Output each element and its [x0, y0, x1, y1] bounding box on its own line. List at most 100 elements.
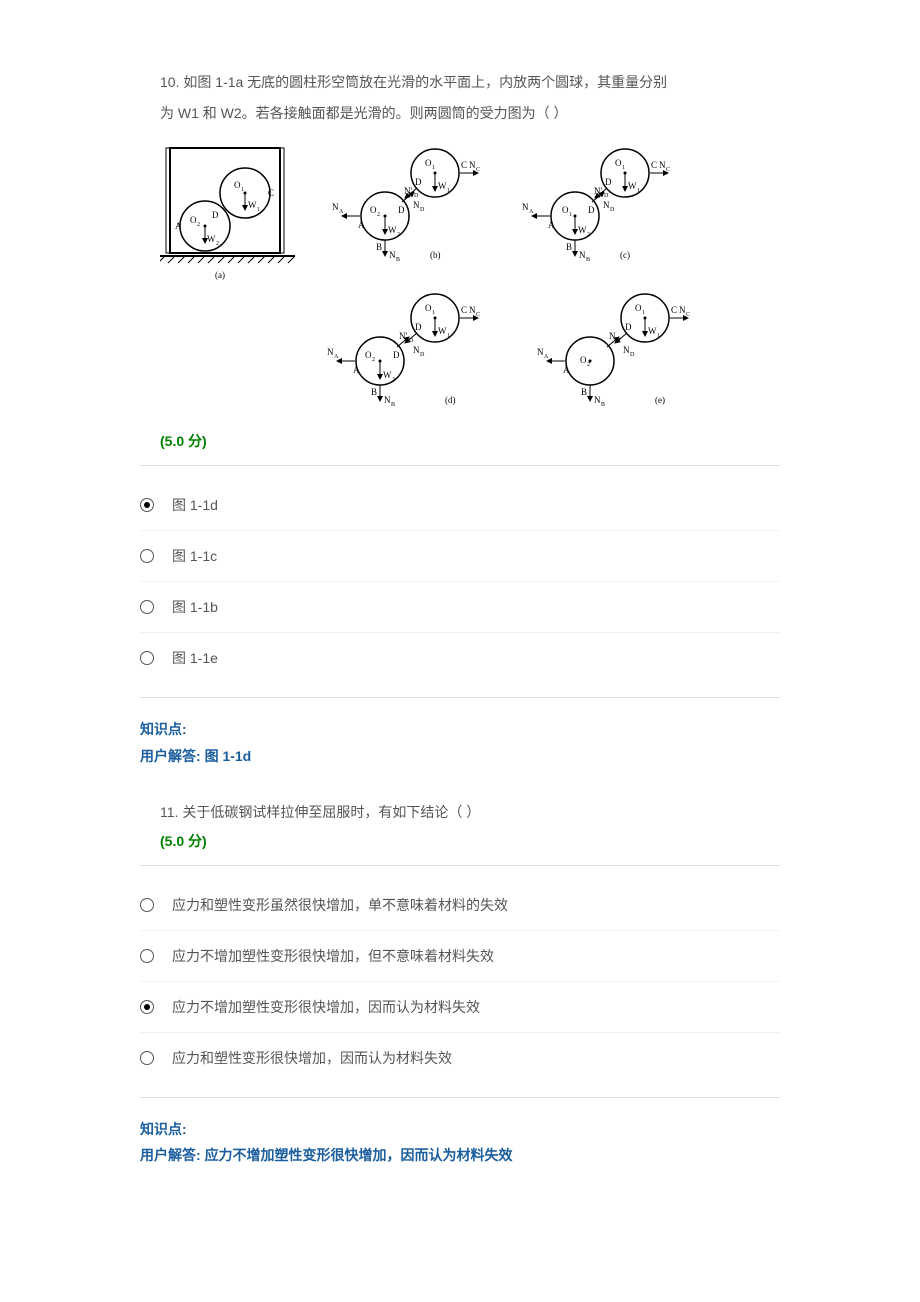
- subfig-d: O1 C NC D W1 ND NA A O2 D N'D W2 B: [327, 294, 480, 408]
- svg-text:O: O: [615, 158, 622, 168]
- svg-text:C: C: [268, 188, 274, 198]
- svg-text:B: B: [601, 402, 605, 408]
- option-label: 应力和塑性变形很快增加，因而认为材料失效: [172, 1048, 452, 1068]
- q11-option-4[interactable]: 应力和塑性变形很快增加，因而认为材料失效: [140, 1033, 780, 1083]
- svg-text:1: 1: [622, 165, 625, 171]
- svg-text:N: N: [659, 160, 666, 170]
- option-label: 应力不增加塑性变形很快增加，但不意味着材料失效: [172, 946, 494, 966]
- svg-text:A: A: [563, 365, 570, 375]
- svg-text:D: D: [415, 322, 422, 332]
- svg-text:N: N: [332, 202, 339, 212]
- svg-text:O: O: [370, 205, 377, 215]
- svg-text:1: 1: [642, 310, 645, 316]
- svg-text:N: N: [384, 395, 391, 405]
- svg-text:2: 2: [377, 212, 380, 218]
- svg-text:A: A: [358, 220, 365, 230]
- radio-icon[interactable]: [140, 898, 154, 912]
- svg-text:W: W: [383, 370, 392, 380]
- svg-text:D: D: [398, 205, 405, 215]
- radio-icon[interactable]: [140, 498, 154, 512]
- q11-option-1[interactable]: 应力和塑性变形虽然很快增加，单不意味着材料的失效: [140, 880, 780, 931]
- svg-text:(e): (e): [655, 395, 665, 405]
- q10-score: (5.0 分): [140, 431, 780, 451]
- q11-text: 11. 关于低碳钢试样拉伸至屈服时，有如下结论（ ）: [140, 800, 780, 825]
- q10-answer-block: 知识点: 用户解答: 图 1-1d: [140, 716, 780, 769]
- svg-text:C: C: [461, 160, 467, 170]
- svg-text:O: O: [562, 205, 569, 215]
- svg-text:B: B: [566, 242, 572, 252]
- svg-text:D: D: [415, 177, 422, 187]
- divider: [140, 865, 780, 866]
- q10-option-2[interactable]: 图 1-1c: [140, 531, 780, 582]
- svg-text:C: C: [671, 305, 677, 315]
- option-label: 应力和塑性变形虽然很快增加，单不意味着材料的失效: [172, 895, 508, 915]
- svg-text:B: B: [581, 387, 587, 397]
- svg-text:W: W: [207, 234, 216, 244]
- radio-icon[interactable]: [140, 549, 154, 563]
- svg-text:N: N: [413, 200, 420, 210]
- svg-text:D: D: [604, 193, 609, 199]
- subfig-b: O1 C NC D W1 ND NA A O2 D N'D W2: [332, 149, 480, 263]
- svg-text:C: C: [666, 167, 670, 173]
- q10-option-4[interactable]: 图 1-1e: [140, 633, 780, 683]
- q10-number: 10.: [160, 74, 179, 90]
- q10-option-3[interactable]: 图 1-1b: [140, 582, 780, 633]
- svg-text:A: A: [175, 221, 182, 231]
- option-label: 应力不增加塑性变形很快增加，因而认为材料失效: [172, 997, 480, 1017]
- subfig-a: O1 C W1 A O2 D W2 (a): [160, 148, 295, 280]
- svg-text:D: D: [630, 352, 635, 358]
- svg-text:W: W: [578, 225, 587, 235]
- svg-text:2: 2: [216, 241, 219, 247]
- svg-text:O: O: [365, 350, 372, 360]
- radio-icon[interactable]: [140, 949, 154, 963]
- radio-icon[interactable]: [140, 600, 154, 614]
- svg-text:D: D: [625, 322, 632, 332]
- option-label: 图 1-1e: [172, 648, 218, 668]
- user-answer-value: 应力不增加塑性变形很快增加，因而认为材料失效: [205, 1147, 513, 1163]
- q11-number: 11.: [160, 804, 178, 820]
- svg-text:1: 1: [569, 212, 572, 218]
- svg-text:D: D: [605, 177, 612, 187]
- svg-text:2: 2: [197, 222, 200, 228]
- option-label: 图 1-1d: [172, 495, 218, 515]
- svg-text:B: B: [396, 257, 400, 263]
- svg-text:B: B: [586, 257, 590, 263]
- svg-text:O: O: [580, 355, 587, 365]
- svg-text:N: N: [522, 202, 529, 212]
- svg-text:D: D: [420, 352, 425, 358]
- radio-icon[interactable]: [140, 1000, 154, 1014]
- subfig-e: O1 C NC D W1 ND NA A O2 ND' B NB (e): [537, 294, 690, 408]
- svg-text:1: 1: [447, 188, 450, 194]
- svg-text:2: 2: [397, 232, 400, 238]
- svg-text:N: N: [469, 305, 476, 315]
- svg-text:N: N: [679, 305, 686, 315]
- q10-option-1[interactable]: 图 1-1d: [140, 480, 780, 531]
- radio-icon[interactable]: [140, 651, 154, 665]
- svg-text:N: N: [537, 347, 544, 357]
- svg-text:A: A: [353, 365, 360, 375]
- svg-text:W: W: [438, 181, 447, 191]
- q11-option-3[interactable]: 应力不增加塑性变形很快增加，因而认为材料失效: [140, 982, 780, 1033]
- svg-text:1: 1: [637, 188, 640, 194]
- svg-text:N': N': [404, 186, 412, 196]
- svg-text:2: 2: [587, 362, 590, 368]
- radio-icon[interactable]: [140, 1051, 154, 1065]
- svg-text:A: A: [529, 209, 534, 215]
- svg-text:2: 2: [392, 377, 395, 383]
- svg-text:1: 1: [432, 165, 435, 171]
- q11-option-2[interactable]: 应力不增加塑性变形很快增加，但不意味着材料失效: [140, 931, 780, 982]
- svg-text:N: N: [327, 347, 334, 357]
- subfig-c: O1 C NC D W1 ND NA A O1 D N'D W2 B: [522, 149, 670, 263]
- diagram-svg: O1 C W1 A O2 D W2 (a): [160, 138, 720, 418]
- svg-text:N: N: [579, 250, 586, 260]
- svg-text:W: W: [648, 326, 657, 336]
- q10-text-line2: 为 W1 和 W2。若各接触面都是光滑的。则两圆筒的受力图为（ ）: [140, 101, 780, 126]
- svg-text:O: O: [190, 215, 197, 225]
- svg-text:B: B: [391, 402, 395, 408]
- user-answer: 用户解答: 应力不增加塑性变形很快增加，因而认为材料失效: [140, 1142, 780, 1169]
- svg-text:(d): (d): [445, 395, 456, 405]
- svg-text:N: N: [603, 200, 610, 210]
- knowledge-point-label: 知识点:: [140, 716, 780, 743]
- q10-line1: 如图 1-1a 无底的圆柱形空筒放在光滑的水平面上，内放两个圆球，其重量分别: [183, 74, 667, 90]
- svg-text:2: 2: [587, 232, 590, 238]
